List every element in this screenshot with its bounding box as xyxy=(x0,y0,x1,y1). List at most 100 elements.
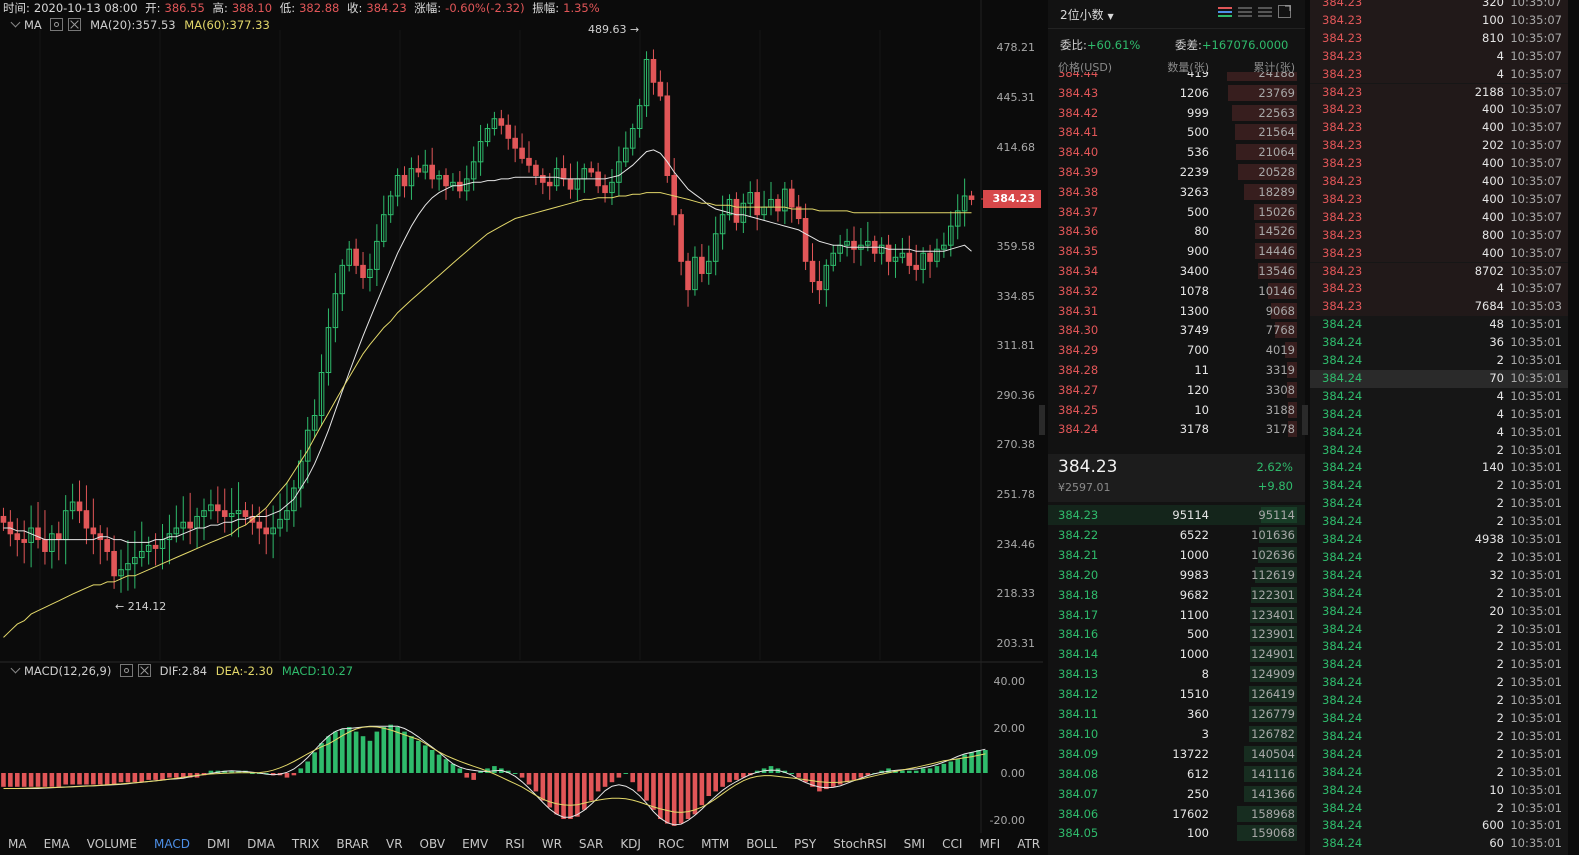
tab-macd[interactable]: MACD xyxy=(153,837,190,851)
panel-resize-handle[interactable] xyxy=(1039,405,1045,435)
candle-body xyxy=(422,164,429,173)
ask-row[interactable]: 384.24 3178 3178 xyxy=(1048,419,1305,439)
bid-row[interactable]: 384.17 1100 123401 xyxy=(1048,605,1305,625)
ask-price: 384.35 xyxy=(1058,244,1099,259)
bid-row[interactable]: 384.11 360 126779 xyxy=(1048,704,1305,724)
ask-row[interactable]: 384.40 536 21064 xyxy=(1048,142,1305,162)
tab-volume[interactable]: VOLUME xyxy=(86,837,137,851)
bid-row[interactable]: 384.12 1510 126419 xyxy=(1048,684,1305,704)
ask-row[interactable]: 384.30 3749 7768 xyxy=(1048,320,1305,340)
trade-qty: 2 xyxy=(1496,478,1504,493)
ask-row[interactable]: 384.35 900 14446 xyxy=(1048,241,1305,261)
bid-row[interactable]: 384.23 95114 95114 xyxy=(1048,505,1305,525)
bid-price: 384.23 xyxy=(1058,508,1099,522)
candle-body xyxy=(802,218,809,262)
tab-ma[interactable]: MA xyxy=(8,837,27,851)
chart-panel[interactable]: 时间: 2020-10-13 08:00 开: 386.55 高: 388.10 低:… xyxy=(0,0,1043,855)
ask-row[interactable]: 384.31 1300 9068 xyxy=(1048,301,1305,321)
tab-vr[interactable]: VR xyxy=(385,837,403,851)
trade-price: 384.23 xyxy=(1322,84,1363,99)
bid-row[interactable]: 384.14 1000 124901 xyxy=(1048,644,1305,664)
trade-time: 10:35:01 xyxy=(1510,335,1562,350)
gear-icon[interactable] xyxy=(50,18,64,31)
ask-row[interactable]: 384.44 419 24188 xyxy=(1048,72,1305,83)
tab-stochrsi[interactable]: StochRSI xyxy=(833,837,887,851)
tab-obv[interactable]: OBV xyxy=(419,837,446,851)
trade-qty: 2 xyxy=(1496,442,1504,457)
candle-body xyxy=(754,192,760,216)
ask-row[interactable]: 384.27 120 3308 xyxy=(1048,380,1305,400)
bid-row[interactable]: 384.22 6522 101636 xyxy=(1048,525,1305,545)
tab-atr[interactable]: ATR xyxy=(1017,837,1041,851)
ask-row[interactable]: 384.43 1206 23769 xyxy=(1048,83,1305,103)
collapse-chevron-icon[interactable] xyxy=(10,663,21,674)
tab-wr[interactable]: WR xyxy=(541,837,562,851)
tab-psy[interactable]: PSY xyxy=(794,837,817,851)
tab-smi[interactable]: SMI xyxy=(903,837,926,851)
ask-row[interactable]: 384.34 3400 13546 xyxy=(1048,261,1305,281)
tab-dma[interactable]: DMA xyxy=(247,837,275,851)
tab-mfi[interactable]: MFI xyxy=(979,837,1001,851)
macd-histogram-bar xyxy=(533,773,539,792)
candle-body xyxy=(788,188,795,208)
macd-histogram-bar xyxy=(208,770,214,773)
book-view-asks-icon[interactable] xyxy=(1238,6,1252,21)
gear-icon[interactable] xyxy=(120,664,133,677)
macd-histogram-bar xyxy=(824,773,829,790)
tab-rsi[interactable]: RSI xyxy=(505,837,525,851)
tab-brar[interactable]: BRAR xyxy=(336,837,369,851)
tab-cci[interactable]: CCI xyxy=(942,837,963,851)
bid-row[interactable]: 384.20 9983 112619 xyxy=(1048,565,1305,585)
book-view-bids-icon[interactable] xyxy=(1258,6,1272,21)
bid-row[interactable]: 384.16 500 123901 xyxy=(1048,624,1305,644)
tab-boll[interactable]: BOLL xyxy=(746,837,778,851)
bid-row[interactable]: 384.05 100 159068 xyxy=(1048,823,1305,843)
tab-emv[interactable]: EMV xyxy=(462,837,489,851)
macd-histogram-bar xyxy=(948,761,954,773)
trade-price: 384.23 xyxy=(1322,299,1363,314)
close-icon[interactable] xyxy=(68,18,82,31)
decimals-select[interactable]: 2位小数 ▼ xyxy=(1060,8,1114,22)
tab-roc[interactable]: ROC xyxy=(657,837,685,851)
bid-row[interactable]: 384.07 250 141366 xyxy=(1048,784,1305,804)
bid-row[interactable]: 384.18 9682 122301 xyxy=(1048,585,1305,605)
close-icon[interactable] xyxy=(138,664,151,677)
depth-bar xyxy=(1255,243,1297,260)
col-price-header: 价格(USD) xyxy=(1058,61,1113,74)
tab-kdj[interactable]: KDJ xyxy=(620,837,641,851)
trade-time: 10:35:07 xyxy=(1510,66,1562,81)
candle-body xyxy=(83,510,90,529)
ask-row[interactable]: 384.25 10 3188 xyxy=(1048,400,1305,420)
tab-mtm[interactable]: MTM xyxy=(701,837,730,851)
candle-body xyxy=(809,260,816,283)
trade-time: 10:35:01 xyxy=(1510,711,1562,725)
ask-row[interactable]: 384.42 999 22563 xyxy=(1048,103,1305,123)
candle-body xyxy=(491,118,498,130)
tab-sar[interactable]: SAR xyxy=(578,837,604,851)
tab-trix[interactable]: TRIX xyxy=(291,837,320,851)
bid-row[interactable]: 384.09 13722 140504 xyxy=(1048,744,1305,764)
kline-chart[interactable] xyxy=(0,0,1043,855)
bid-row[interactable]: 384.06 17602 158968 xyxy=(1048,804,1305,824)
ask-row[interactable]: 384.32 1078 10146 xyxy=(1048,281,1305,301)
ask-row[interactable]: 384.28 11 3319 xyxy=(1048,360,1305,380)
collapse-chevron-icon[interactable] xyxy=(10,17,21,28)
book-view-both-icon[interactable] xyxy=(1218,6,1232,21)
tab-dmi[interactable]: DMI xyxy=(206,837,231,851)
bid-row[interactable]: 384.08 612 141116 xyxy=(1048,764,1305,784)
bid-row[interactable]: 384.13 8 124909 xyxy=(1048,664,1305,684)
ask-row[interactable]: 384.29 700 4019 xyxy=(1048,340,1305,360)
ask-row[interactable]: 384.37 500 15026 xyxy=(1048,202,1305,222)
indicator-tabs[interactable]: MA EMA VOLUME MACD DMI DMA TRIX BRAR VR OBV EMV RSI… xyxy=(0,833,1043,855)
tab-ema[interactable]: EMA xyxy=(43,837,70,851)
panel-resize-handle[interactable] xyxy=(1302,405,1308,435)
macd-histogram-bar xyxy=(153,773,158,780)
ask-row[interactable]: 384.39 2239 20528 xyxy=(1048,162,1305,182)
expand-icon[interactable] xyxy=(1278,5,1291,21)
bid-row[interactable]: 384.10 3 126782 xyxy=(1048,724,1305,744)
ask-row[interactable]: 384.38 3263 18289 xyxy=(1048,182,1305,202)
ask-row[interactable]: 384.36 80 14526 xyxy=(1048,221,1305,241)
price-axis-label: 234.46 xyxy=(996,538,1036,551)
bid-row[interactable]: 384.21 1000 102636 xyxy=(1048,545,1305,565)
ask-row[interactable]: 384.41 500 21564 xyxy=(1048,122,1305,142)
